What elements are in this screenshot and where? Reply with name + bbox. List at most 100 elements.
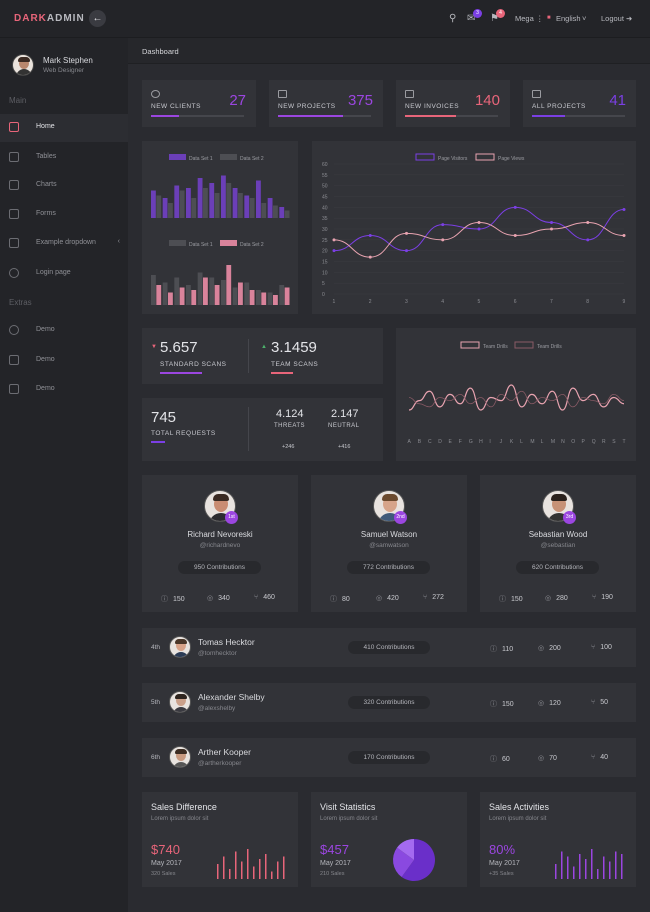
sidebar-item-demo-3[interactable]: Demo (0, 376, 128, 404)
mail-icon[interactable]: ✉ (467, 13, 476, 24)
user-handle: @sebastian (540, 542, 576, 549)
stat-forks: ⑂ 50 (591, 699, 608, 706)
sidebar-item-login-page[interactable]: Login page (0, 260, 128, 288)
stat-value: 150 (173, 596, 185, 603)
flag-icon: ■ (547, 15, 551, 21)
user-handle: @samwatson (369, 542, 409, 549)
avatar-body (173, 762, 189, 767)
x-tick-label: 4 (441, 299, 444, 305)
mini-bar (247, 849, 249, 879)
language-selector[interactable]: English (556, 14, 581, 23)
circle-icon (9, 325, 19, 335)
contributions-pill[interactable]: 772 Contributions (347, 561, 430, 574)
contributions-pill[interactable]: 320 Contributions (348, 696, 430, 709)
bar (256, 290, 261, 305)
window-icon (9, 238, 19, 248)
card-note: 210 Sales (320, 871, 345, 877)
y-tick-label: 35 (322, 216, 328, 222)
contributions-pill[interactable]: 410 Contributions (348, 641, 430, 654)
bar (162, 198, 168, 218)
stat-value: 272 (432, 594, 444, 601)
bar (226, 183, 232, 218)
stat-value: 420 (387, 595, 399, 602)
stat-issues: ⓘ 60 (490, 754, 510, 764)
legend-swatch-3 (169, 240, 186, 246)
search-icon[interactable]: ⚲ (449, 13, 457, 24)
mega-chevron-icon: ⋮ (536, 14, 544, 23)
sidebar-item-demo-1[interactable]: Demo (0, 317, 128, 345)
sidebar-item-example-dropdown[interactable]: Example dropdown ‹ (0, 230, 128, 258)
contributions-pill[interactable]: 170 Contributions (348, 751, 430, 764)
bar (249, 198, 255, 218)
contributions-pill[interactable]: 950 Contributions (178, 561, 261, 574)
legend-swatch-4 (220, 240, 237, 246)
stat-views: ◎ 280 (545, 594, 568, 602)
stat-issues: ⓘ 150 (499, 594, 523, 604)
card-date: May 2017 (489, 860, 520, 867)
bar (179, 287, 185, 305)
bar (162, 282, 168, 305)
user-name: Richard Nevoreski (187, 530, 253, 539)
stat-card-new-invoices: NEW INVOICES 140 (396, 80, 510, 127)
data-point (550, 221, 553, 224)
x-tick-label: Q (592, 439, 596, 445)
user-name: Samuel Watson (360, 530, 418, 539)
bar-chart-top (151, 175, 290, 218)
brand-logo[interactable]: DARKADMIN (14, 13, 85, 24)
mini-bar (573, 866, 575, 879)
breadcrumb: Dashboard (128, 38, 650, 64)
mini-bar (609, 861, 611, 879)
bar (203, 188, 208, 218)
y-tick-label: 15 (322, 260, 328, 266)
threats-value: 4.124 (276, 408, 304, 420)
mini-bar (561, 851, 563, 879)
bar (267, 198, 273, 218)
mini-bar (259, 859, 261, 879)
x-tick-label: G (469, 439, 473, 445)
avatar (542, 490, 574, 522)
user-icon (151, 90, 160, 98)
top-user-card: 1st Richard Nevoreski @richardnevo 950 Cont… (142, 475, 298, 612)
y-tick-label: 45 (322, 195, 328, 201)
sidebar-item-tables[interactable]: Tables (0, 144, 128, 172)
sidebar-item-home[interactable]: Home (0, 114, 128, 142)
avatar-body (173, 707, 189, 712)
user-name: Tomas Hecktor (198, 637, 255, 647)
section-extras-label: Extras (9, 298, 32, 307)
mega-menu[interactable]: Mega (515, 14, 534, 23)
user-profile[interactable]: Mark Stephen Web Designer (12, 54, 122, 84)
info-icon: ⓘ (490, 646, 497, 653)
team-scans-label: TEAM SCANS (271, 361, 319, 368)
avatar-hair (175, 694, 187, 699)
data-point (405, 231, 408, 235)
eye-icon: ◎ (207, 595, 214, 602)
contributions-pill[interactable]: 620 Contributions (516, 561, 599, 574)
stat-forks: ⑂ 100 (591, 644, 612, 651)
sidebar-item-charts[interactable]: Charts (0, 172, 128, 200)
mini-bar (229, 869, 231, 879)
mini-chart (393, 839, 435, 881)
bell-icon[interactable]: ⚑ (490, 13, 499, 24)
stat-issues: ⓘ 150 (161, 594, 185, 604)
monitor-icon (532, 90, 541, 98)
chevron-left-icon: ‹ (117, 238, 120, 245)
y-tick-label: 20 (322, 249, 328, 255)
ranked-user-row: 6th Arther Kooper @artherkooper 170 Contrib… (142, 738, 636, 777)
x-tick-label: H (479, 439, 483, 445)
bar (197, 272, 203, 305)
sidebar-item-demo-2[interactable]: Demo (0, 347, 128, 375)
standard-scans-bar (160, 372, 202, 374)
bar (244, 195, 250, 218)
sidebar-item-forms[interactable]: Forms (0, 201, 128, 229)
arrow-up-icon: ▲ (261, 344, 267, 350)
user-name: Sebastian Wood (528, 530, 588, 539)
eye-icon: ◎ (538, 645, 545, 652)
logout-link[interactable]: Logout (601, 14, 624, 23)
legend-label-views: Page Views (498, 156, 525, 162)
bar (244, 282, 250, 305)
stat-views: ◎ 420 (376, 594, 399, 602)
sidebar-toggle-button[interactable]: ← (89, 10, 106, 27)
legend-label-2: Data Set 2 (240, 156, 264, 162)
